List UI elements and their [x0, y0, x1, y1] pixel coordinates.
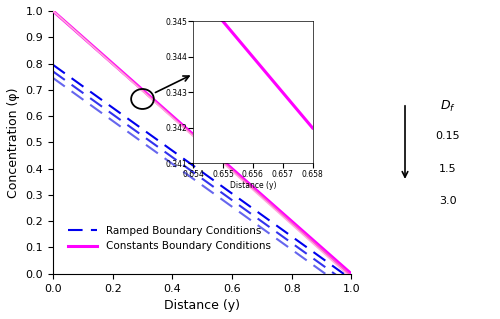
X-axis label: Distance (y): Distance (y) [164, 299, 240, 312]
Y-axis label: Concentration (φ): Concentration (φ) [7, 87, 20, 197]
Text: 0.15: 0.15 [435, 130, 460, 141]
Text: 1.5: 1.5 [438, 164, 456, 174]
Text: $D_f$: $D_f$ [440, 99, 456, 115]
Text: 3.0: 3.0 [438, 196, 456, 206]
Legend: Ramped Boundary Conditions, Constants Boundary Conditions: Ramped Boundary Conditions, Constants Bo… [64, 222, 275, 256]
